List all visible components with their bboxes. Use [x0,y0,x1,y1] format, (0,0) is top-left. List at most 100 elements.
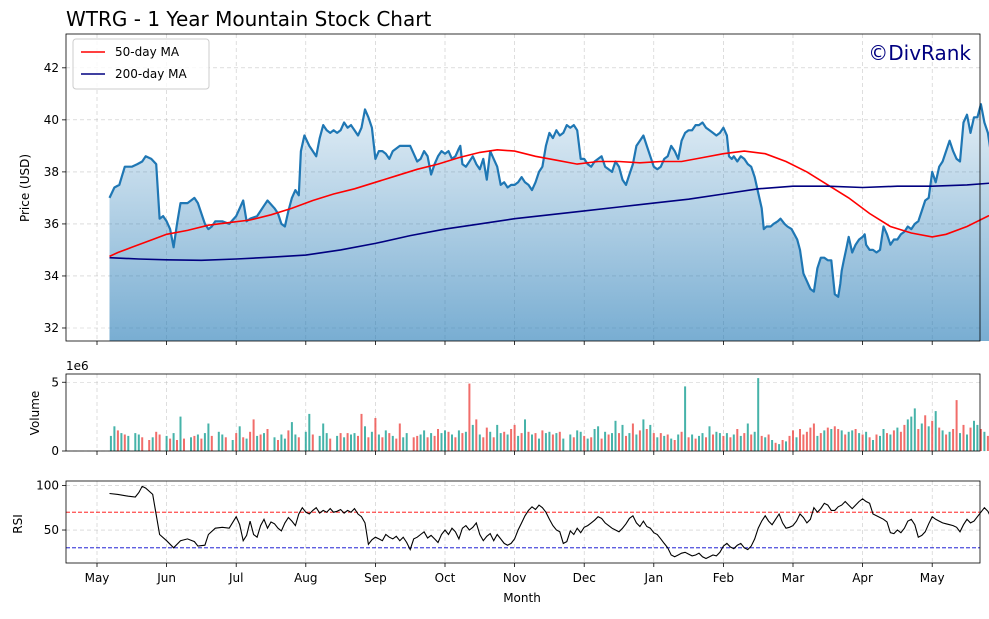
volume-bar [896,428,898,451]
volume-bar [976,425,978,451]
volume-bar [141,437,143,451]
x-tick-label: Dec [573,571,596,585]
chart-title: WTRG - 1 Year Mountain Stock Chart [66,7,431,31]
volume-bar [211,436,213,451]
volume-bar [876,435,878,452]
volume-bar [597,426,599,451]
volume-bar [782,440,784,451]
volume-bar [924,415,926,451]
volume-bar [928,426,930,451]
volume-bar [277,440,279,451]
volume-bar [354,433,356,451]
volume-bar [326,433,328,451]
volume-bar [138,435,140,452]
volume-bar [256,436,258,451]
x-tick-label: Jan [644,571,664,585]
volume-bar [865,432,867,451]
volume-bar [719,433,721,451]
volume-bar [907,419,909,451]
volume-bar [538,439,540,451]
volume-bar [312,435,314,452]
volume-bar [872,440,874,451]
volume-bar [507,435,509,452]
y-tick-label: 32 [44,321,59,335]
volume-bar [127,436,129,451]
volume-bar [740,436,742,451]
volume-bar [855,429,857,451]
volume-bar [308,414,310,451]
volume-bar [239,426,241,451]
x-tick-label: Jun [156,571,176,585]
x-tick-label: Mar [782,571,805,585]
volume-bar [823,430,825,451]
volume-bar [517,436,519,451]
volume-bar [204,433,206,451]
volume-bar [155,432,157,451]
volume-bar [367,437,369,451]
volume-bar [712,435,714,452]
volume-bar [385,430,387,451]
volume-bar [413,437,415,451]
volume-panel: 05 [51,374,989,458]
volume-bar [305,432,307,451]
volume-bar [670,439,672,451]
volume-bar [528,432,530,451]
y-tick-label: 36 [44,217,59,231]
volume-bar [660,433,662,451]
volume-bar [249,432,251,451]
volume-bar [715,432,717,451]
y-tick-label: 0 [51,444,59,458]
volume-frame [66,374,980,451]
volume-bar [820,433,822,451]
volume-bar [830,429,832,451]
volume-bar [548,432,550,451]
volume-bar [663,436,665,451]
volume-bar [461,433,463,451]
volume-bar [611,433,613,451]
volume-bar [263,433,265,451]
volume-bar [496,425,498,451]
volume-bar [858,433,860,451]
volume-bar [427,437,429,451]
volume-bar [392,436,394,451]
volume-bar [441,433,443,451]
x-axis-label: Month [503,591,541,605]
volume-bar [841,430,843,451]
volume-bar [371,432,373,451]
volume-bar [886,433,888,451]
volume-bar [702,433,704,451]
volume-bar [246,439,248,451]
volume-bar [510,429,512,451]
volume-bar [503,432,505,451]
volume-bar [684,386,686,451]
volume-bar [705,437,707,451]
volume-bar [531,435,533,452]
volume-bar [653,433,655,451]
volume-bar [555,433,557,451]
volume-bar [938,428,940,451]
volume-bar [521,433,523,451]
volume-bar [388,433,390,451]
volume-bar [225,437,227,451]
volume-bar [343,437,345,451]
volume-bar [883,429,885,451]
volume-bar [434,436,436,451]
volume-bar [935,411,937,451]
volume-bar [639,430,641,451]
x-tick-label: Apr [852,571,873,585]
volume-bar [545,433,547,451]
volume-bar [642,419,644,451]
volume-bar [486,428,488,451]
volume-bar [768,435,770,452]
volume-bar [778,444,780,451]
x-tick-label: May [85,571,110,585]
volume-bar [792,430,794,451]
volume-bar [764,437,766,451]
volume-bar [583,436,585,451]
volume-bar [813,424,815,452]
watermark: ©DivRank [868,41,971,65]
volume-bar [500,433,502,451]
y-tick-label: 34 [44,269,59,283]
